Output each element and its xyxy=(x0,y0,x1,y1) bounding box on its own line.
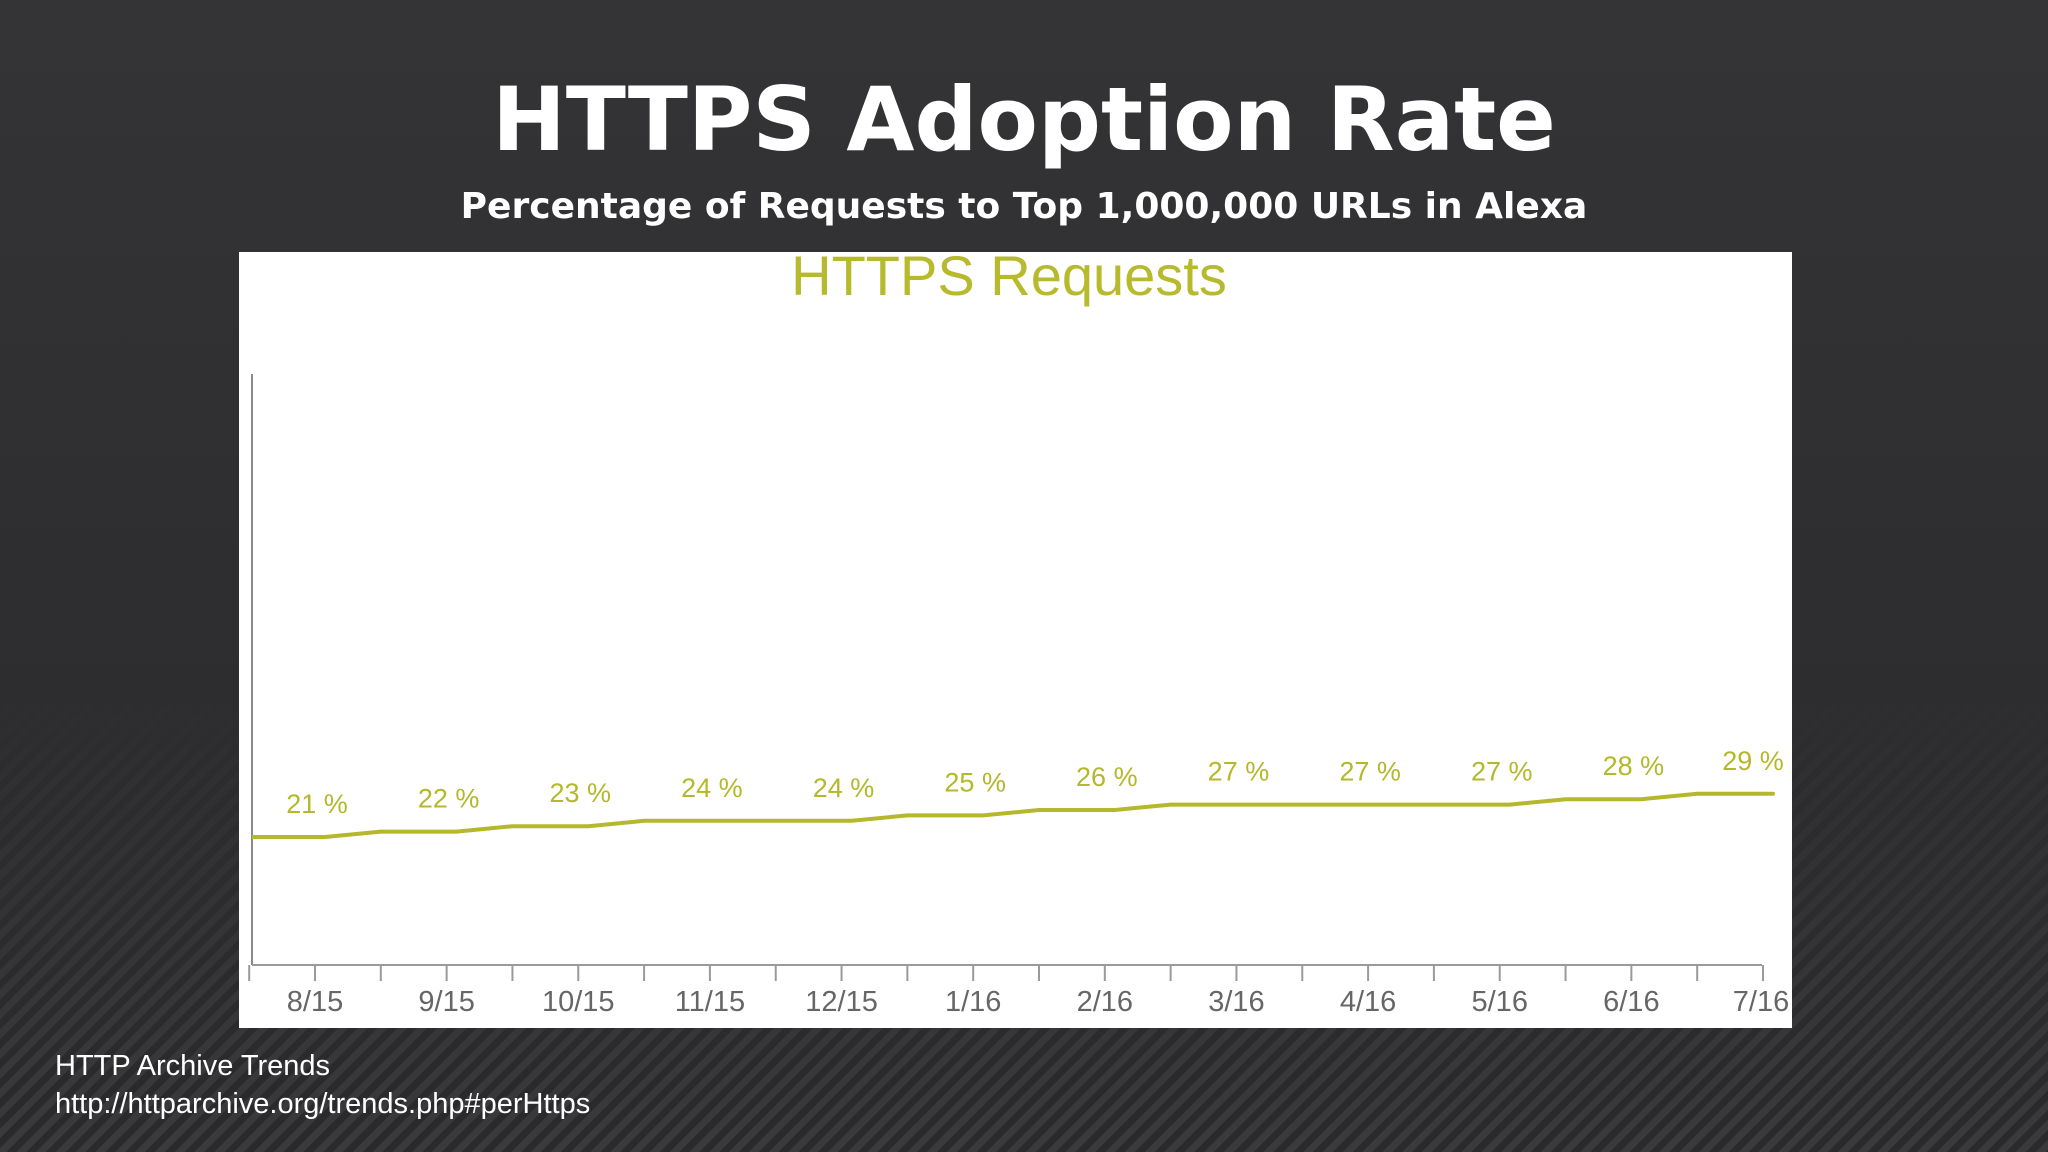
source-name: HTTP Archive Trends xyxy=(55,1050,331,1082)
source-url[interactable]: http://httparchive.org/trends.php#perHtt… xyxy=(55,1088,591,1120)
x-tick-label: 10/15 xyxy=(542,986,615,1018)
source-citation: HTTP Archive Trends http://httparchive.o… xyxy=(55,1047,590,1123)
data-label: 27 % xyxy=(1471,757,1533,787)
chart-title: HTTPS Requests xyxy=(791,252,1227,307)
data-label: 27 % xyxy=(1208,757,1270,787)
x-tick-label: 3/16 xyxy=(1208,986,1264,1018)
data-label: 29 % xyxy=(1722,746,1784,776)
data-label: 23 % xyxy=(549,778,611,808)
data-labels: 21 % 22 % 23 % 24 % 24 % 25 % 26 % 27 % 27 % 27 %… xyxy=(286,746,1784,819)
slide-subtitle: Percentage of Requests to Top 1,000,000 … xyxy=(460,186,1588,227)
x-tick-label: 2/16 xyxy=(1077,986,1133,1018)
data-label: 26 % xyxy=(1076,762,1138,792)
x-tick-label: 12/15 xyxy=(805,986,878,1018)
x-tick-label: 1/16 xyxy=(945,986,1001,1018)
data-label: 25 % xyxy=(944,767,1006,797)
x-tick-label: 11/15 xyxy=(675,986,745,1018)
x-tick-label: 8/15 xyxy=(287,986,343,1018)
https-requests-chart: HTTPS Requests 8/15 9/15 10/15 11/15 12/15 1/… xyxy=(248,252,1789,1018)
data-label: 28 % xyxy=(1603,751,1665,781)
x-tick-label: 5/16 xyxy=(1472,986,1528,1018)
x-axis-tick-labels: 8/15 9/15 10/15 11/15 12/15 1/16 2/16 3/16 4/16 5… xyxy=(287,986,1789,1018)
data-label: 21 % xyxy=(286,789,348,819)
data-label: 27 % xyxy=(1339,757,1401,787)
x-tick-label: 9/15 xyxy=(418,986,474,1018)
slide-title: HTTPS Adoption Rate xyxy=(492,68,1556,171)
data-label: 22 % xyxy=(418,784,480,814)
series-line-https-requests xyxy=(252,791,1775,839)
chart-panel: HTTPS Requests 8/15 9/15 10/15 11/15 12/15 1/… xyxy=(239,252,1792,1028)
x-tick-label: 6/16 xyxy=(1603,986,1659,1018)
x-axis-ticks xyxy=(248,965,1764,981)
data-label: 24 % xyxy=(813,773,875,803)
data-label: 24 % xyxy=(681,773,743,803)
x-tick-label: 4/16 xyxy=(1340,986,1396,1018)
x-tick-label: 7/16 xyxy=(1733,986,1789,1018)
